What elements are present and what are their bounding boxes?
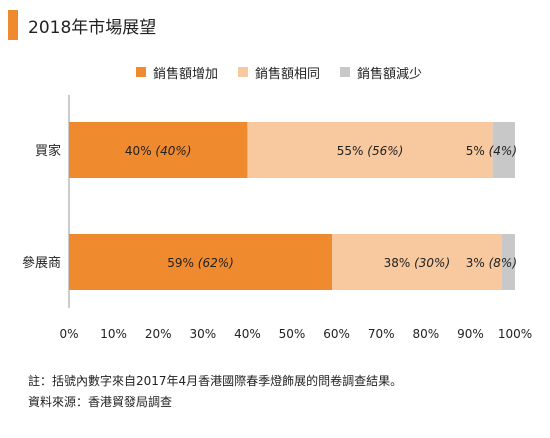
legend-swatch-same xyxy=(238,67,248,77)
x-tick-label: 90% xyxy=(457,327,484,341)
category-label: 參展商 xyxy=(22,256,61,271)
legend-label-increase: 銷售額增加 xyxy=(153,66,219,82)
legend-label-same: 銷售額相同 xyxy=(255,66,321,82)
stacked-bar-chart: 買家 40% (40%) 55% (56%) 5% (4%) 參展商 59% (62%) 3… xyxy=(22,95,532,341)
chart-legend: 銷售額增加 銷售額相同 銷售額減少 xyxy=(0,63,550,83)
x-tick-label: 80% xyxy=(412,327,439,341)
survey-note: 註：括號內數字來自2017年4月香港國際春季燈飾展的問卷調查結果。 xyxy=(28,374,403,388)
bar-segment xyxy=(69,234,333,290)
legend-swatch-decrease xyxy=(340,67,350,77)
x-tick-label: 60% xyxy=(323,327,350,341)
x-tick-label: 50% xyxy=(279,327,306,341)
legend-label-decrease: 銷售額減少 xyxy=(357,66,423,82)
data-label: 3% (8%) xyxy=(466,256,517,270)
x-tick-label: 70% xyxy=(368,327,395,341)
legend-swatch-increase xyxy=(136,67,146,77)
data-label: 5% (4%) xyxy=(466,144,517,158)
bar-segment xyxy=(69,122,248,178)
bar-segment xyxy=(332,234,502,290)
x-tick-label: 20% xyxy=(145,327,172,341)
bar-segment xyxy=(501,234,515,290)
x-tick-label: 40% xyxy=(234,327,261,341)
bar-segment xyxy=(492,122,515,178)
title-accent-bar xyxy=(8,10,18,40)
legend-item-decrease: 銷售額減少 xyxy=(340,63,423,82)
data-label: 55% (56%) xyxy=(337,144,404,158)
x-tick-label: 0% xyxy=(59,327,78,341)
legend-item-increase: 銷售額增加 xyxy=(136,63,219,82)
data-label: 59% (62%) xyxy=(167,256,234,270)
x-tick-label: 10% xyxy=(100,327,127,341)
bar-segment xyxy=(247,122,493,178)
data-label: 38% (30%) xyxy=(384,256,451,270)
category-label: 買家 xyxy=(35,143,61,159)
data-label: 40% (40%) xyxy=(125,144,192,158)
legend-item-same: 銷售額相同 xyxy=(238,63,321,82)
page-title: 2018年市場展望 xyxy=(28,18,157,38)
x-tick-label: 30% xyxy=(189,327,216,341)
x-tick-label: 100% xyxy=(498,327,532,341)
source-note: 資料來源：香港貿發局調查 xyxy=(28,395,173,409)
